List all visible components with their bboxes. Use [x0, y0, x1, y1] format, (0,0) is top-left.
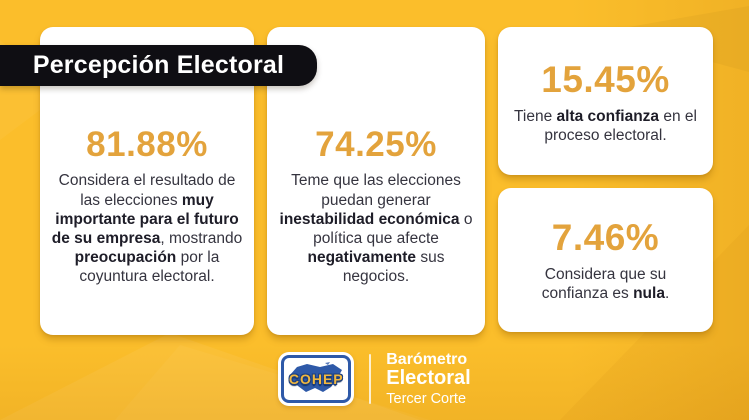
stat-description: Considera el resultado de las elecciones… [51, 172, 243, 286]
stat-card-null-confidence: 7.46% Considera que su confianza es nula… [498, 188, 713, 332]
stat-value: 81.88% [86, 125, 208, 165]
brand-line-barometro: Barómetro [386, 351, 468, 368]
stat-card-instability-fear: 74.25% Teme que las elecciones puedan ge… [267, 27, 485, 335]
stat-description: Teme que las elecciones puedan generar i… [279, 172, 473, 286]
stat-value: 7.46% [551, 216, 660, 258]
cohep-logo: COHEP [278, 352, 355, 407]
stat-description: Tiene alta confianza en el proceso elect… [514, 107, 697, 144]
brand-line-tercer-corte: Tercer Corte [386, 390, 467, 407]
logo-frame [281, 355, 352, 404]
title-banner: Percepción Electoral [0, 45, 317, 86]
footer: COHEP Barómetro Electoral Tercer Corte [0, 351, 749, 408]
stat-description: Considera que su confianza es nula. [541, 265, 670, 302]
honduras-map-icon [290, 362, 343, 393]
brand-line-electoral: Electoral [386, 367, 471, 390]
page-title: Percepción Electoral [32, 51, 285, 79]
cohep-logo-label: COHEP [288, 371, 344, 388]
stat-value: 15.45% [541, 58, 670, 100]
footer-divider [369, 354, 372, 405]
stat-value: 74.25% [315, 125, 437, 165]
stat-card-high-confidence: 15.45% Tiene alta confianza en el proces… [498, 27, 713, 175]
brand-block: Barómetro Electoral Tercer Corte [386, 351, 470, 408]
